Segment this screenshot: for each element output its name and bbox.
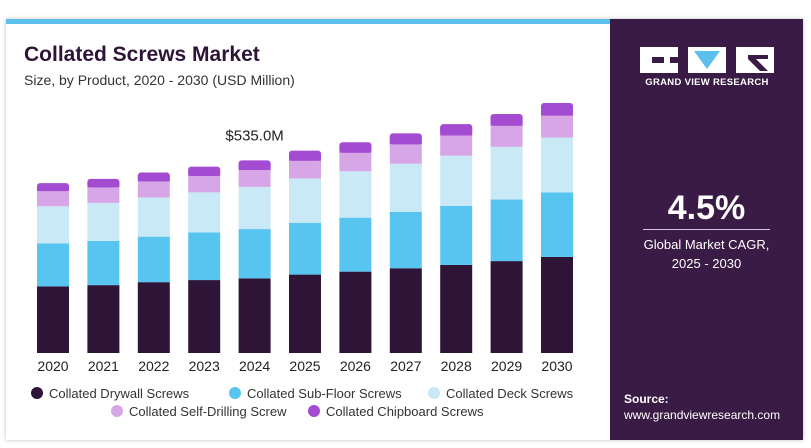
bar-segment-base xyxy=(188,169,221,176)
bar-segment-base xyxy=(389,136,422,145)
bar-segment xyxy=(389,144,422,164)
bar-segment xyxy=(389,211,422,269)
bar-segment xyxy=(289,178,321,223)
bar-segment xyxy=(238,170,271,187)
bar-segment xyxy=(87,202,120,241)
bar-segment-base xyxy=(289,153,321,161)
bar-segment xyxy=(37,286,69,353)
bar-segment xyxy=(339,171,372,218)
bar-segment-base xyxy=(137,175,170,182)
bar-segment-base xyxy=(37,186,69,192)
x-tick-label: 2021 xyxy=(88,358,119,374)
bar-segment-base xyxy=(490,116,523,126)
bar-segment xyxy=(137,181,170,198)
bar-segment xyxy=(440,135,473,156)
legend-label: Collated Sub-Floor Screws xyxy=(247,386,402,401)
bar-segment xyxy=(440,264,473,353)
bar-segment xyxy=(238,229,271,279)
bar-segment xyxy=(188,192,221,233)
bar-segment xyxy=(440,205,473,265)
chart-title: Collated Screws Market xyxy=(24,43,260,66)
legend-marker xyxy=(308,405,320,417)
bar-segment xyxy=(188,175,221,193)
bar-segment xyxy=(188,280,221,353)
cagr-label-line-2: 2025 - 2030 xyxy=(671,256,742,271)
legend-label: Collated Chipboard Screws xyxy=(326,404,484,419)
bar-segment xyxy=(137,282,170,353)
legend-label: Collated Self-Drilling Screw xyxy=(129,404,287,419)
bar-segment xyxy=(87,240,120,286)
chart-subtitle: Size, by Product, 2020 - 2030 (USD Milli… xyxy=(24,72,295,88)
bar-segment-base xyxy=(238,163,271,171)
x-tick-label: 2027 xyxy=(390,358,421,374)
bar-segment xyxy=(87,285,120,353)
infographic-card: Collated Screws Market Size, by Product,… xyxy=(6,19,803,440)
cagr-label: Global Market CAGR, 2025 - 2030 xyxy=(610,235,803,273)
chart-panel: Collated Screws Market Size, by Product,… xyxy=(6,19,610,440)
stacked-bar-chart: 2020 2021 2022 2023 2024 $535.0M 2025 2026 2027 2… xyxy=(31,103,574,419)
bar-segment xyxy=(541,115,573,138)
bar-segment xyxy=(440,155,473,206)
bar-segment xyxy=(37,243,69,287)
x-tick-label: 2024 xyxy=(239,358,270,374)
top-accent-bar xyxy=(6,19,610,24)
source-link[interactable]: www.grandviewresearch.com xyxy=(624,408,781,422)
bar-segment xyxy=(490,261,523,353)
bar-segment xyxy=(137,197,170,237)
bar-segment xyxy=(37,191,69,207)
legend-marker xyxy=(229,387,241,399)
bar-segment xyxy=(541,192,573,257)
bar-segment xyxy=(289,222,321,275)
legend-label: Collated Deck Screws xyxy=(446,386,574,401)
bar-segment xyxy=(339,217,372,272)
bar-segment-base xyxy=(440,127,473,136)
bar-segment xyxy=(188,232,221,281)
brand-name: GRAND VIEW RESEARCH xyxy=(645,77,769,88)
bar-segment-base xyxy=(339,145,372,153)
x-tick-label: 2025 xyxy=(289,358,320,374)
bar-segment xyxy=(289,160,321,179)
bar-segment xyxy=(541,256,573,353)
bar-segment xyxy=(289,274,321,353)
bar-segment-base xyxy=(541,106,573,116)
x-tick-label: 2028 xyxy=(441,358,472,374)
x-tick-label: 2020 xyxy=(37,358,68,374)
divider xyxy=(643,229,770,230)
x-tick-label: 2022 xyxy=(138,358,169,374)
bar-segment xyxy=(490,146,523,200)
bar-segment xyxy=(238,278,271,353)
annotation-label: $535.0M xyxy=(225,127,283,144)
grand-view-research-logo-icon xyxy=(640,47,774,73)
bar-segment xyxy=(389,268,422,353)
legend-marker xyxy=(31,387,43,399)
bar-segment xyxy=(87,187,120,203)
legend-marker xyxy=(111,405,123,417)
legend-label: Collated Drywall Screws xyxy=(49,386,190,401)
stats-panel: GRAND VIEW RESEARCH 4.5% Global Market C… xyxy=(610,19,803,440)
bar-segment xyxy=(490,125,523,147)
bar-segment xyxy=(339,152,372,172)
bar-segment xyxy=(238,186,271,230)
legend-marker xyxy=(428,387,440,399)
x-tick-label: 2030 xyxy=(541,358,572,374)
x-tick-label: 2026 xyxy=(340,358,371,374)
bar-segment xyxy=(389,163,422,212)
bar-segment xyxy=(490,199,523,262)
cagr-label-line-1: Global Market CAGR, xyxy=(643,237,770,252)
x-tick-label: 2029 xyxy=(491,358,522,374)
bar-segment xyxy=(541,137,573,193)
bar-segment xyxy=(339,271,372,353)
bar-segment-base xyxy=(87,181,120,188)
bar-segment xyxy=(37,206,69,244)
x-tick-label: 2023 xyxy=(189,358,220,374)
cagr-value: 4.5% xyxy=(667,189,746,227)
source-label: Source: xyxy=(624,392,669,406)
bar-segment xyxy=(137,236,170,283)
